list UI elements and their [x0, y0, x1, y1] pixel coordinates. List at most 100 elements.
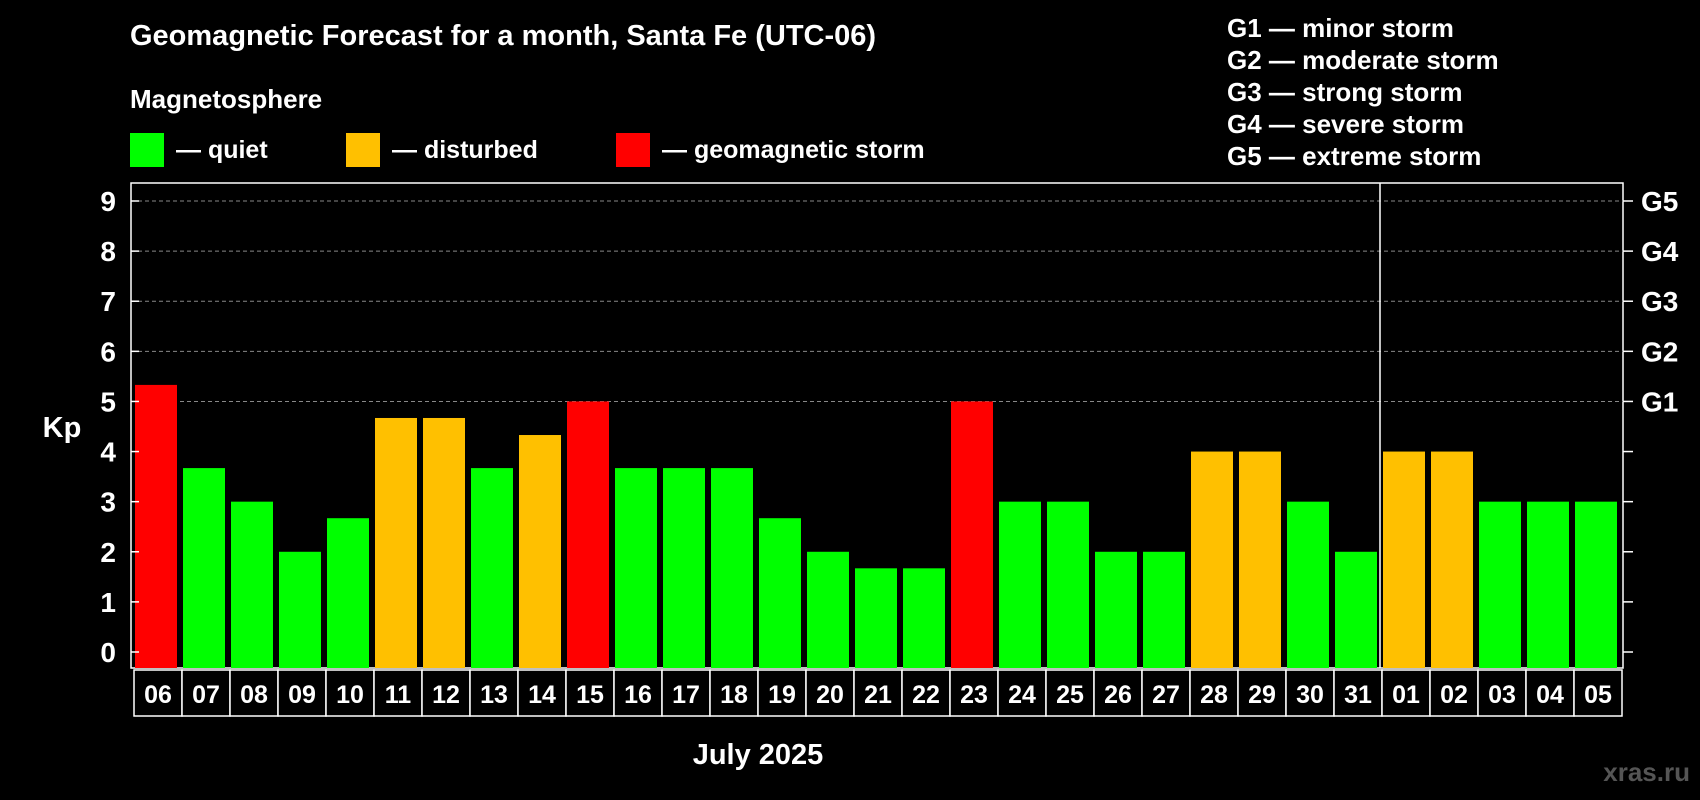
x-tick-label: 11	[385, 681, 412, 709]
x-tick-label: 01	[1392, 681, 1420, 709]
y-tick-label: 6	[100, 336, 116, 367]
storm-level-g2: G2 — moderate storm	[1227, 45, 1499, 75]
x-tick-label: 23	[960, 681, 988, 709]
date-cell	[805, 669, 855, 717]
bar-day-24	[999, 501, 1041, 668]
legend-swatch-quiet	[130, 133, 164, 167]
x-tick-label: 05	[1584, 681, 1612, 709]
x-tick-label: 03	[1488, 681, 1516, 709]
legend-swatch-disturbed	[346, 133, 380, 167]
right-axis-label-g4: G4	[1641, 236, 1679, 267]
x-tick-label: 19	[768, 681, 796, 709]
x-tick-label: 02	[1440, 681, 1468, 709]
date-cell	[469, 669, 519, 717]
bar-day-25	[1047, 501, 1089, 668]
legend-label-quiet: — quiet	[176, 135, 268, 164]
bar-day-01	[1383, 451, 1425, 668]
bar-day-27	[1143, 551, 1185, 668]
bar-day-04	[1527, 501, 1569, 668]
date-cell	[277, 669, 327, 717]
y-axis-label: Kp	[43, 412, 82, 444]
x-tick-label: 25	[1056, 681, 1084, 709]
date-cell	[1093, 669, 1143, 717]
y-tick-label: 4	[100, 437, 116, 468]
x-tick-label: 06	[144, 681, 172, 709]
bar-day-06	[135, 384, 177, 668]
legend-label-disturbed: — disturbed	[392, 135, 538, 164]
storm-level-g1: G1 — minor storm	[1227, 13, 1454, 43]
legend-label-storm: — geomagnetic storm	[662, 135, 925, 164]
date-cell	[853, 669, 903, 717]
x-tick-label: 31	[1344, 681, 1372, 709]
date-cell	[1189, 669, 1239, 717]
y-tick-label: 0	[100, 637, 116, 668]
x-tick-label: 24	[1008, 681, 1036, 709]
bar-day-07	[183, 468, 225, 668]
x-tick-label: 22	[912, 681, 940, 709]
bar-day-09	[279, 551, 321, 668]
bar-day-11	[375, 417, 417, 668]
bar-day-30	[1287, 501, 1329, 668]
x-axis-label: July 2025	[693, 739, 824, 771]
bar-day-13	[471, 468, 513, 668]
right-axis-label-g3: G3	[1641, 286, 1678, 317]
bar-day-15	[567, 401, 609, 668]
date-cell	[709, 669, 759, 717]
right-axis-label-g5: G5	[1641, 186, 1678, 217]
bar-day-16	[615, 468, 657, 668]
x-tick-label: 18	[720, 681, 748, 709]
right-axis-label-g1: G1	[1641, 386, 1678, 417]
x-tick-label: 15	[576, 681, 604, 709]
bar-day-05	[1575, 501, 1617, 668]
date-cell	[613, 669, 663, 717]
date-cell	[325, 669, 375, 717]
legend-item-storm: — geomagnetic storm	[616, 133, 925, 167]
date-cell	[1429, 669, 1479, 717]
y-tick-label: 1	[100, 587, 116, 618]
x-tick-label: 04	[1536, 681, 1564, 709]
x-tick-label: 27	[1152, 681, 1180, 709]
storm-level-g5: G5 — extreme storm	[1227, 141, 1482, 171]
legend-item-disturbed: — disturbed	[346, 133, 538, 167]
legend-swatch-storm	[616, 133, 650, 167]
y-tick-label: 2	[100, 537, 116, 568]
x-tick-label: 26	[1104, 681, 1132, 709]
date-cell	[565, 669, 615, 717]
date-cell	[1477, 669, 1527, 717]
bar-day-28	[1191, 451, 1233, 668]
right-axis-label-g2: G2	[1641, 336, 1678, 367]
x-tick-label: 10	[336, 681, 364, 709]
bar-day-02	[1431, 451, 1473, 668]
x-tick-label: 21	[864, 681, 892, 709]
chart-title: Geomagnetic Forecast for a month, Santa …	[130, 20, 877, 52]
bar-day-12	[423, 417, 465, 668]
bar-day-08	[231, 501, 273, 668]
bar-day-03	[1479, 501, 1521, 668]
date-cell	[1381, 669, 1431, 717]
legend-item-quiet: — quiet	[130, 133, 268, 167]
bar-day-26	[1095, 551, 1137, 668]
watermark: xras.ru	[1603, 757, 1690, 787]
x-tick-label: 28	[1200, 681, 1228, 709]
x-tick-label: 08	[240, 681, 268, 709]
x-tick-label: 09	[288, 681, 316, 709]
bar-day-19	[759, 518, 801, 668]
y-tick-label: 8	[100, 236, 116, 267]
x-tick-label: 14	[528, 681, 556, 709]
bar-day-23	[951, 401, 993, 668]
bar-day-20	[807, 551, 849, 668]
date-cell	[1573, 669, 1623, 717]
y-tick-label: 3	[100, 487, 116, 518]
bar-day-14	[519, 435, 561, 668]
x-tick-label: 29	[1248, 681, 1276, 709]
x-tick-label: 13	[480, 681, 508, 709]
y-tick-label: 7	[100, 286, 116, 317]
y-tick-label: 5	[100, 386, 116, 417]
x-tick-label: 12	[432, 681, 460, 709]
date-cell	[421, 669, 471, 717]
date-cell	[757, 669, 807, 717]
y-tick-label: 9	[100, 186, 116, 217]
bar-day-10	[327, 518, 369, 668]
storm-level-g4: G4 — severe storm	[1227, 109, 1465, 139]
